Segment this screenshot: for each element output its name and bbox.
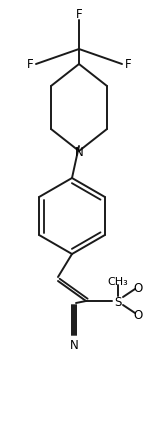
Text: N: N (70, 339, 78, 352)
Text: O: O (133, 281, 143, 294)
Text: F: F (27, 58, 33, 71)
Text: F: F (76, 9, 82, 21)
Text: O: O (133, 309, 143, 322)
Text: F: F (125, 58, 131, 71)
Text: S: S (114, 295, 122, 308)
Text: N: N (75, 145, 83, 158)
Text: CH₃: CH₃ (108, 276, 128, 286)
